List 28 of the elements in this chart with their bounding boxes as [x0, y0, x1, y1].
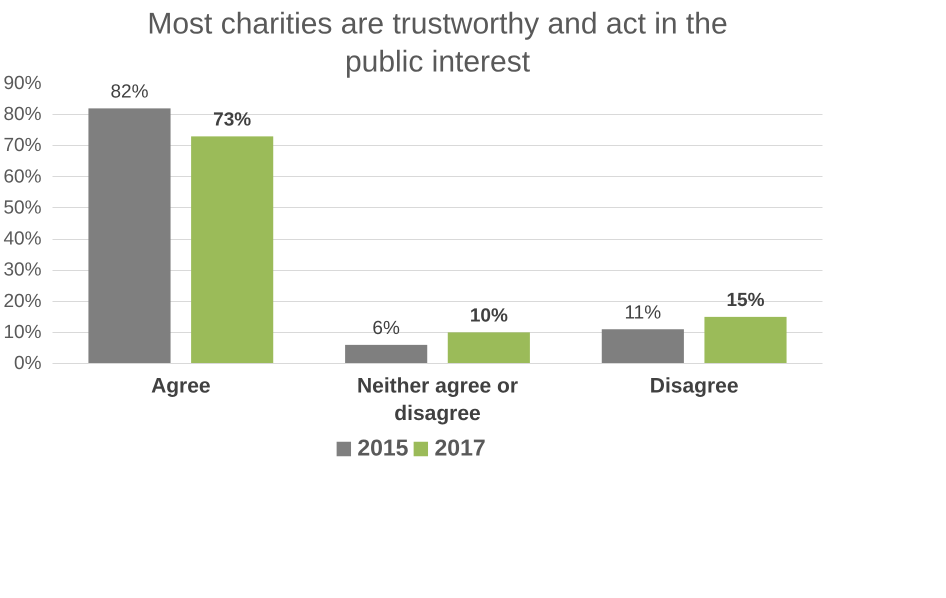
y-tick-label: 10% — [3, 322, 42, 343]
data-label: 82% — [110, 81, 149, 102]
bar — [602, 329, 684, 364]
bar — [448, 332, 530, 364]
y-tick-label: 90% — [3, 73, 42, 94]
legend-label: 2015 — [357, 434, 408, 462]
x-tick-label: Neither agree or disagree — [356, 374, 518, 426]
y-tick-label: 80% — [3, 104, 42, 126]
data-label: 10% — [470, 305, 508, 326]
bar — [704, 316, 787, 364]
y-tick-label: 40% — [3, 228, 42, 250]
y-tick-label: 60% — [3, 166, 42, 188]
legend-label: 2017 — [434, 434, 486, 462]
chart-title: Most charities are trustworthy and act in the public interest — [147, 8, 728, 78]
data-label: 15% — [726, 290, 765, 311]
y-tick-label: 20% — [3, 290, 42, 312]
y-tick-label: 70% — [3, 135, 42, 156]
y-tick-label: 50% — [3, 197, 42, 218]
y-tick-label: 0% — [14, 353, 42, 374]
data-label: 11% — [624, 302, 662, 324]
data-label: 6% — [372, 318, 400, 339]
data-label: 73% — [213, 109, 252, 130]
x-tick-label: Agree — [151, 374, 211, 398]
bar — [345, 344, 428, 364]
bar — [191, 136, 274, 364]
x-tick-label: Disagree — [650, 374, 739, 398]
y-tick-label: 30% — [3, 260, 42, 281]
bar — [88, 108, 171, 364]
